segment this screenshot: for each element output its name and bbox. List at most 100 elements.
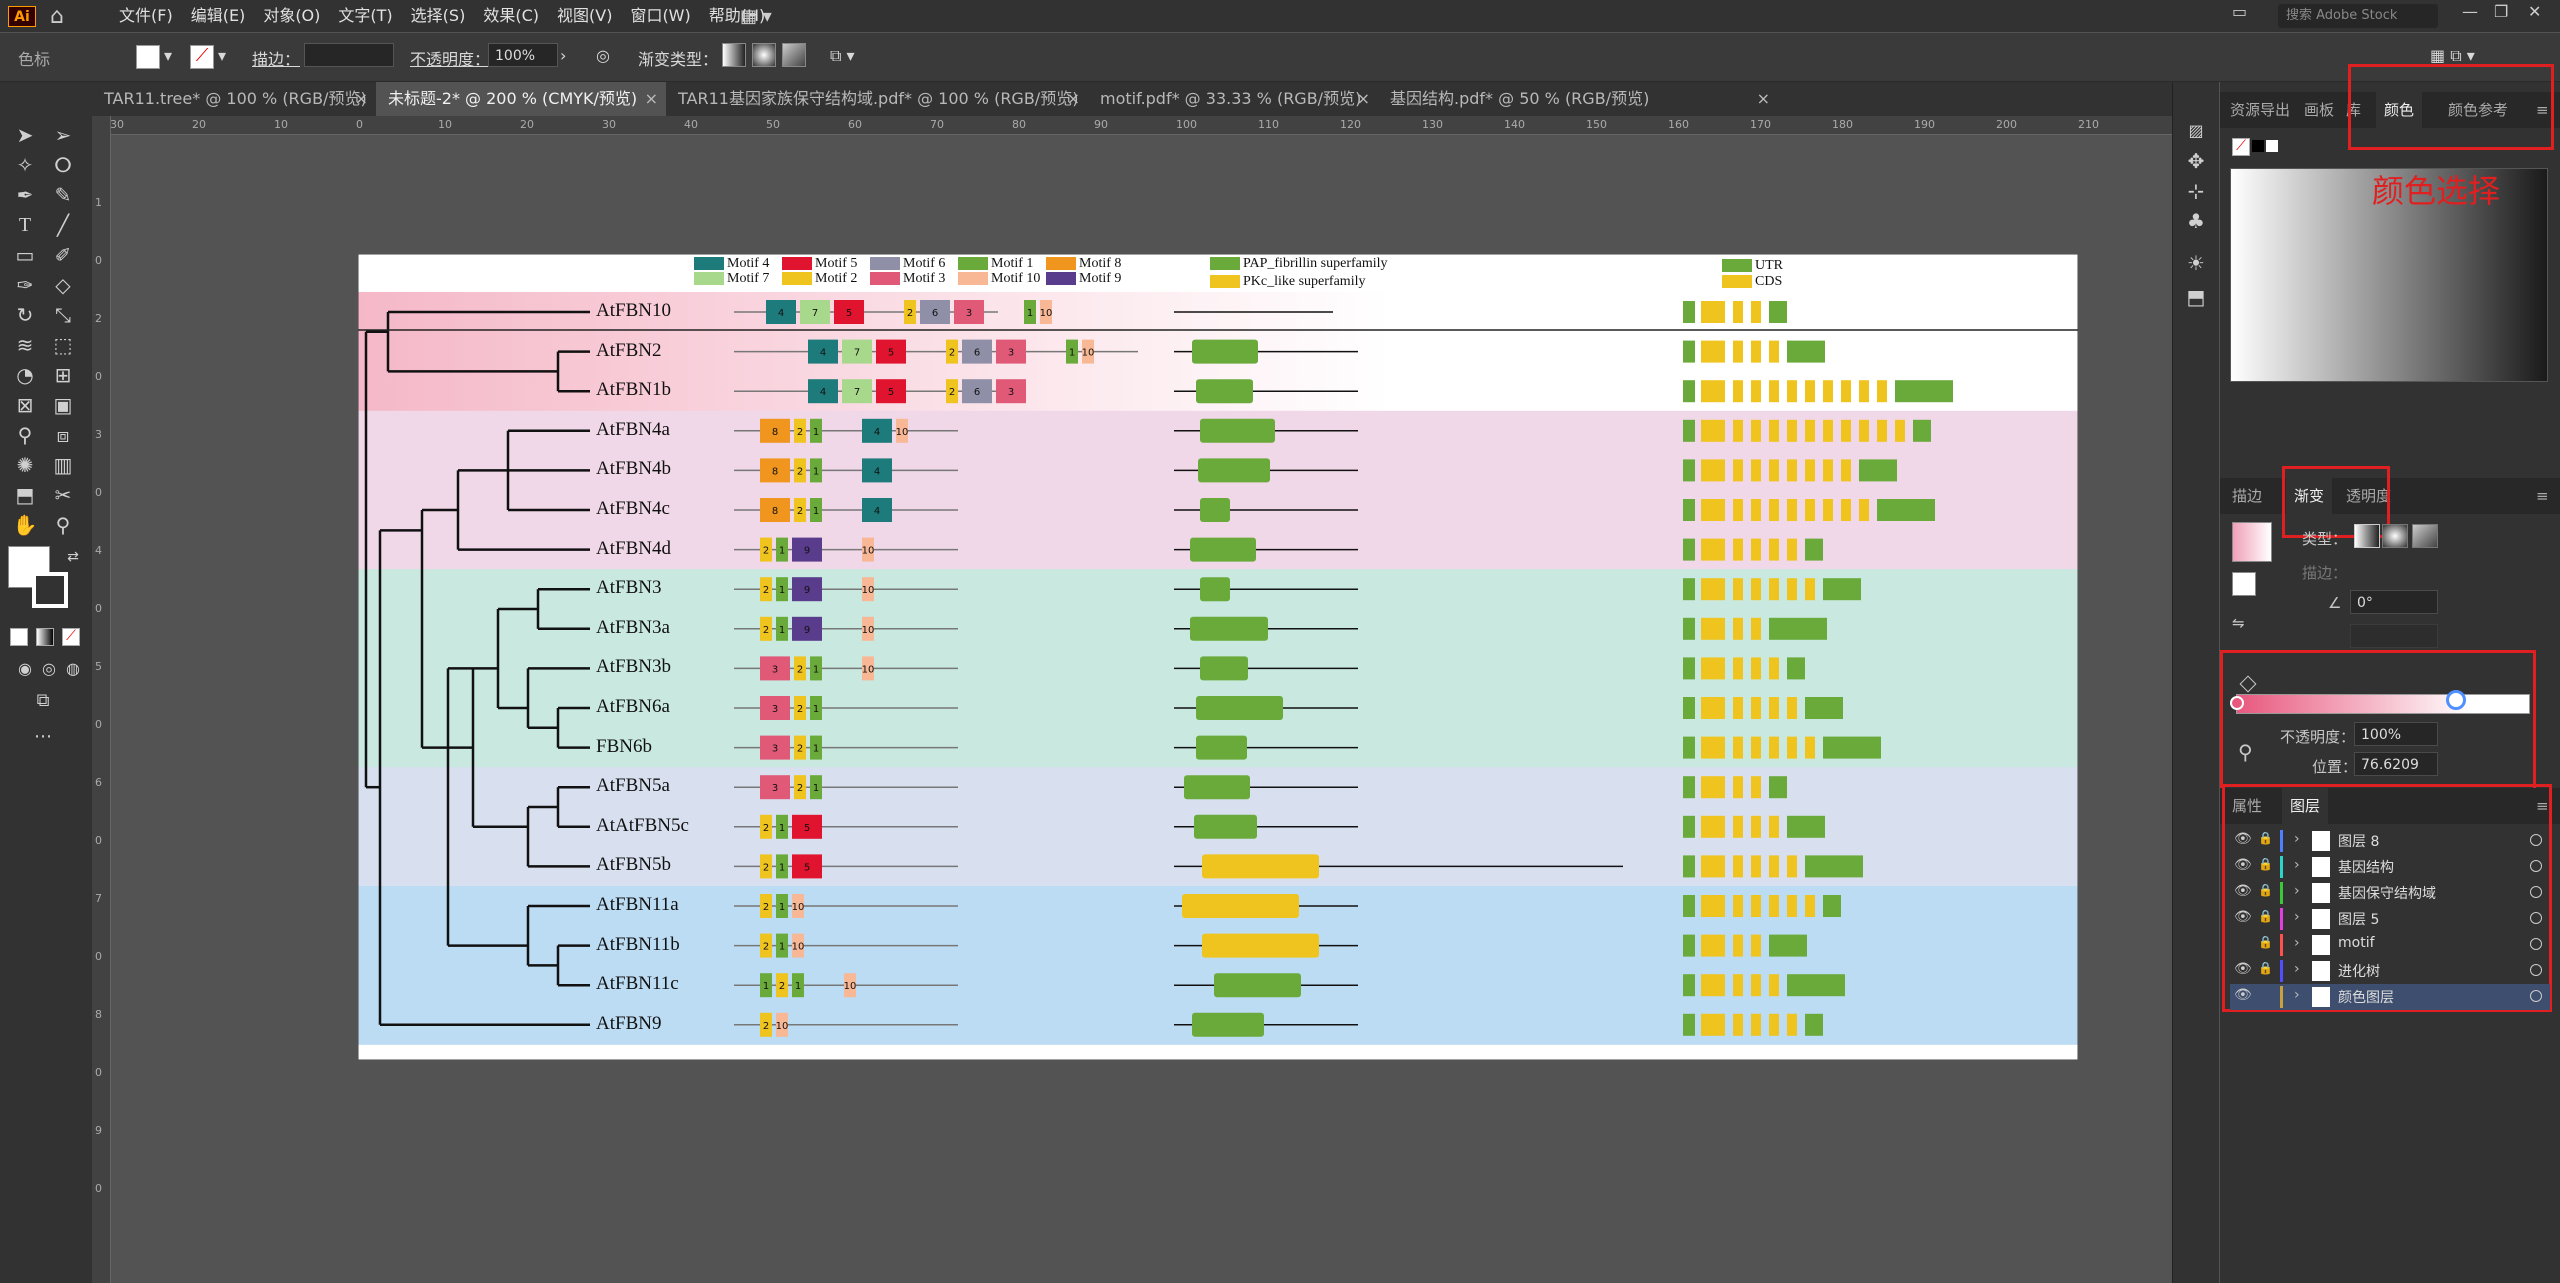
club-symbol-icon[interactable]: ♣ — [2187, 209, 2205, 233]
tab-motif[interactable]: motif.pdf* @ 33.33 % (RGB/预览) × — [1088, 82, 1378, 116]
chevron-right-icon[interactable]: › — [2294, 935, 2300, 951]
close-window-icon[interactable]: ✕ — [2528, 2, 2542, 21]
layer-row[interactable]: 🔒 › motif — [2230, 932, 2550, 958]
maximize-icon[interactable]: ❐ — [2494, 2, 2509, 21]
gradient-mode-icon[interactable] — [36, 628, 54, 646]
opacity-field[interactable]: 100% — [488, 43, 558, 67]
eye-icon[interactable]: 👁 — [2234, 857, 2252, 873]
angle-field[interactable]: 0° — [2350, 590, 2438, 614]
scale-tool-icon[interactable]: ⤡ — [55, 303, 71, 327]
blend-tool-icon[interactable]: ⧈ — [56, 423, 70, 447]
home-icon[interactable]: ⌂ — [50, 4, 64, 29]
tab-color-guide[interactable]: 颜色参考 — [2448, 101, 2509, 119]
rectangle-tool-icon[interactable]: ▭ — [15, 243, 35, 267]
color-spectrum[interactable] — [2230, 168, 2548, 382]
transform-icon[interactable]: ⧉ ▾ — [830, 46, 855, 65]
tab-tar11-tree[interactable]: TAR11.tree* @ 100 % (RGB/预览) × — [92, 82, 376, 116]
swap-colors-icon[interactable]: ⇄ — [67, 549, 79, 565]
target-icon[interactable] — [2530, 938, 2542, 950]
pen-tool-icon[interactable]: ✒ — [16, 183, 34, 207]
black-swatch[interactable] — [2252, 140, 2264, 152]
none-mode-icon[interactable]: ⟋ — [62, 628, 80, 646]
workspace-switcher-icon[interactable]: ▦ ▾ — [740, 6, 772, 27]
eye-icon[interactable]: 👁 — [2234, 987, 2252, 1003]
vertical-ruler[interactable]: 1 0 2 0 3 0 4 0 5 0 6 0 7 0 8 0 9 0 — [92, 116, 111, 1283]
lasso-tool-icon[interactable]: ⵔ — [54, 153, 72, 177]
magic-wand-icon[interactable]: ✧ — [16, 153, 34, 177]
warp-tool-icon[interactable]: ≋ — [16, 333, 34, 357]
gradient-tool-icon[interactable]: ▣ — [53, 393, 73, 417]
radial-gradient-icon[interactable] — [752, 43, 776, 67]
paintbrush-tool-icon[interactable]: ✐ — [54, 243, 72, 267]
transform-panel-icon[interactable]: ⊹ — [2187, 179, 2205, 203]
shape-builder-icon[interactable]: ◔ — [16, 363, 34, 387]
hand-tool-icon[interactable]: ✋ — [12, 513, 38, 537]
target-icon[interactable] — [2530, 912, 2542, 924]
selection-tool-icon[interactable]: ➤ — [16, 123, 34, 147]
layer-row[interactable]: 👁 🔒 › 图层 8 — [2230, 828, 2550, 854]
close-icon[interactable]: × — [354, 89, 368, 108]
opacity-field[interactable]: 100% — [2354, 722, 2438, 746]
lock-icon[interactable]: 🔒 — [2258, 909, 2273, 923]
slice-tool-icon[interactable]: ✂ — [54, 483, 72, 507]
rotate-tool-icon[interactable]: ↻ — [16, 303, 34, 327]
lock-icon[interactable]: 🔒 — [2258, 831, 2273, 845]
graph-tool-icon[interactable]: ▥ — [53, 453, 73, 477]
chevron-right-icon[interactable]: › — [2294, 987, 2300, 1003]
chevron-right-icon[interactable]: › — [2294, 909, 2300, 925]
close-icon[interactable]: × — [1756, 89, 1770, 108]
draw-behind-icon[interactable]: ◎ — [42, 659, 56, 678]
menu-item-8[interactable]: 帮助(H) — [708, 6, 766, 25]
artboard-tool-icon[interactable]: ⬒ — [15, 483, 35, 507]
gradient-stop-left[interactable] — [2230, 696, 2244, 710]
tab-tar11-domains[interactable]: TAR11基因家族保守结构域.pdf* @ 100 % (RGB/预览) × — [666, 82, 1088, 116]
panel-menu-icon[interactable]: ≡ — [2536, 101, 2549, 119]
more-tools-icon[interactable]: ⋯ — [34, 726, 52, 747]
menu-item-0[interactable]: 文件(F) — [119, 6, 173, 25]
tab-layers[interactable]: 图层 — [2282, 788, 2329, 824]
panel-menu-icon[interactable]: ≡ — [2536, 797, 2549, 815]
layer-row[interactable]: 👁 🔒 › 基因结构 — [2230, 854, 2550, 880]
chevron-right-icon[interactable]: › — [2294, 857, 2300, 873]
eye-icon[interactable]: 👁 — [2234, 909, 2252, 925]
lock-icon[interactable]: 🔒 — [2258, 961, 2273, 975]
chevron-right-icon[interactable]: › — [2294, 831, 2300, 847]
tab-artboards[interactable]: 画板 — [2304, 101, 2335, 119]
radial-gradient-icon[interactable] — [2382, 524, 2408, 548]
close-icon[interactable]: × — [1356, 89, 1370, 108]
type-tool-icon[interactable]: T — [18, 214, 32, 236]
reverse-gradient-icon[interactable]: ⇋ — [2232, 614, 2245, 632]
color-mode-icon[interactable] — [10, 628, 28, 646]
image-panel-icon[interactable]: ▨ — [2188, 121, 2204, 140]
curvature-tool-icon[interactable]: ✎ — [54, 183, 72, 207]
none-swatch[interactable]: ⟋ — [2232, 138, 2250, 156]
artboards-panel-icon[interactable]: ⬒ — [2186, 285, 2206, 309]
white-swatch[interactable] — [2266, 140, 2278, 152]
target-icon[interactable] — [2530, 886, 2542, 898]
stroke-width-field[interactable] — [304, 43, 394, 67]
tab-properties[interactable]: 属性 — [2232, 797, 2263, 815]
layer-row[interactable]: 👁 🔒 › 图层 5 — [2230, 906, 2550, 932]
shaper-tool-icon[interactable]: ✑ — [16, 273, 34, 297]
fill-box[interactable] — [2232, 572, 2256, 596]
line-tool-icon[interactable]: ╱ — [56, 213, 70, 237]
target-icon[interactable] — [2530, 990, 2542, 1002]
perspective-grid-icon[interactable]: ⊞ — [54, 363, 72, 387]
menu-item-2[interactable]: 对象(O) — [263, 6, 321, 25]
puppet-icon[interactable]: ✥ — [2187, 149, 2205, 173]
layer-row[interactable]: 👁 › 颜色图层 — [2230, 984, 2550, 1010]
draw-normal-icon[interactable]: ◉ — [18, 659, 32, 678]
menu-item-5[interactable]: 效果(C) — [483, 6, 539, 25]
chevron-right-icon[interactable]: › — [2294, 961, 2300, 977]
gradient-preview[interactable] — [2232, 522, 2272, 562]
target-icon[interactable] — [2530, 964, 2542, 976]
appearance-icon[interactable]: ☀ — [2187, 251, 2205, 275]
stock-search-input[interactable]: 搜索 Adobe Stock — [2278, 4, 2438, 28]
symbol-sprayer-icon[interactable]: ✺ — [16, 453, 34, 477]
lock-icon[interactable]: 🔒 — [2258, 883, 2273, 897]
direct-selection-tool-icon[interactable]: ➢ — [54, 123, 72, 147]
minimize-icon[interactable]: — — [2462, 2, 2478, 21]
arrange-icon[interactable]: ▭ — [2232, 2, 2248, 21]
draw-inside-icon[interactable]: ◍ — [66, 659, 80, 678]
linear-gradient-icon[interactable] — [722, 43, 746, 67]
